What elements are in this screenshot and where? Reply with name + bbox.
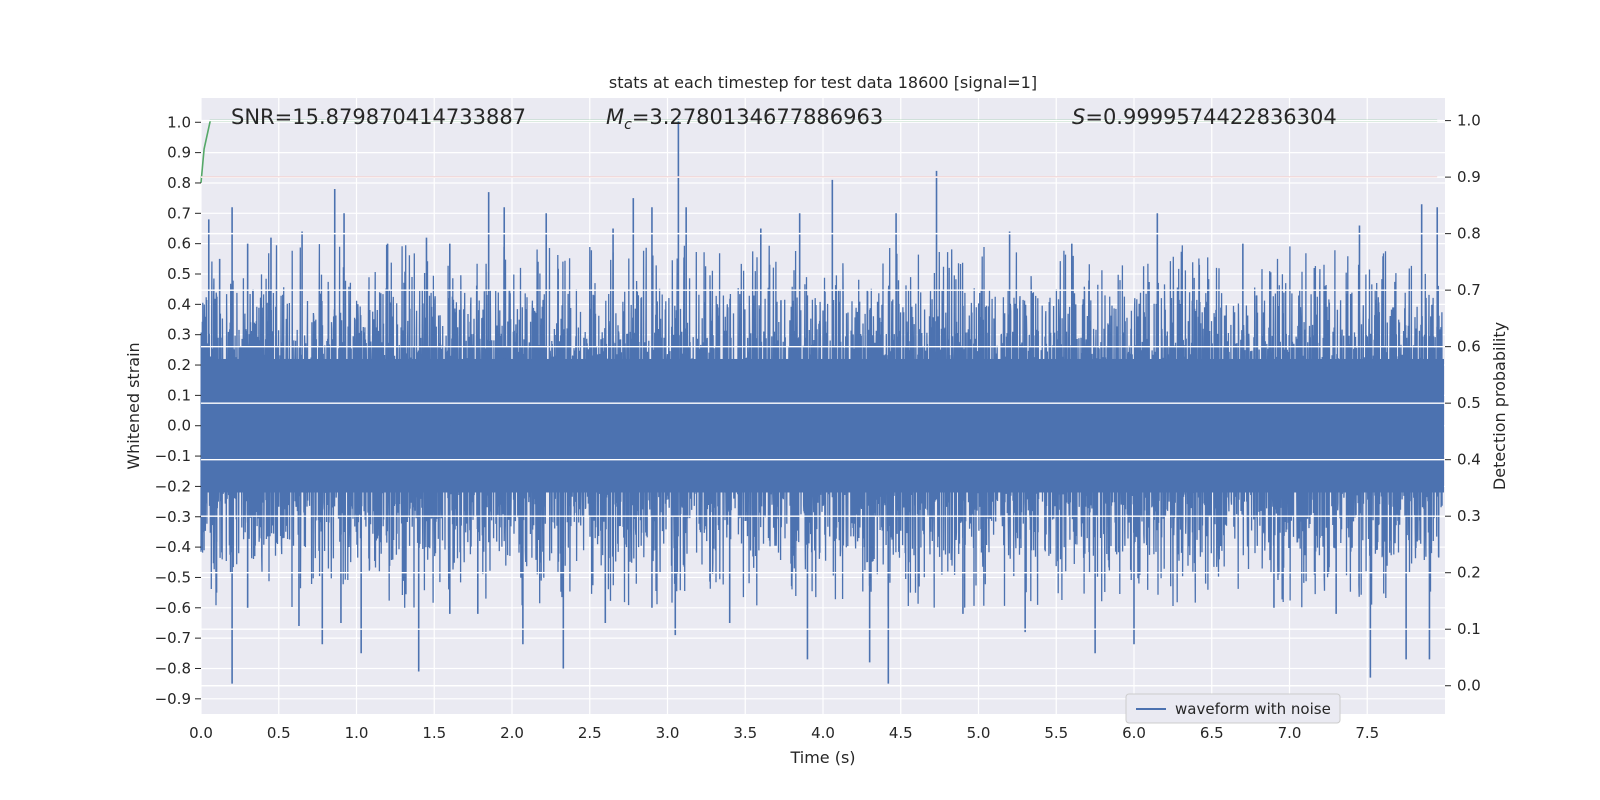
x-tick-label: 6.5 [1200, 724, 1224, 742]
x-tick-label: 2.0 [500, 724, 524, 742]
x-tick-label: 7.5 [1355, 724, 1379, 742]
snr-annotation: SNR=15.879870414733887 [231, 105, 526, 129]
y-tick-label-right: 0.9 [1457, 168, 1481, 186]
y-tick-label-left: 0.5 [167, 265, 191, 283]
x-tick-label: 6.0 [1122, 724, 1146, 742]
y-tick-label-left: 0.9 [167, 144, 191, 162]
legend-label-waveform: waveform with noise [1175, 700, 1331, 718]
y-axis-label-right: Detection probability [1490, 322, 1509, 490]
x-tick-label: 4.5 [889, 724, 913, 742]
x-axis-label: Time (s) [789, 748, 855, 767]
detection-score-symbol: S [1072, 105, 1085, 129]
y-tick-label-left: 1.0 [167, 113, 191, 131]
y-tick-label-left: 0.7 [167, 204, 191, 222]
y-tick-label-left: −0.5 [155, 568, 191, 586]
legend-box [1125, 693, 1341, 724]
x-tick-label: 0.0 [189, 724, 213, 742]
x-tick-label: 5.0 [967, 724, 991, 742]
x-tick-label: 2.5 [578, 724, 602, 742]
y-ticks-right: 1.0 0.9 0.8 0.7 0.6 0.5 0.4 0.3 0.2 0.1 0.0 [1445, 112, 1481, 695]
y-tick-label-left: 0.0 [167, 417, 191, 435]
chirp-mass-value: =3.2780134677886963 [632, 105, 883, 129]
detection-score-annotation: S=0.9999574422836304 [1072, 105, 1337, 129]
y-tick-label-left: −0.3 [155, 508, 191, 526]
chirp-mass-symbol: M [606, 105, 624, 129]
y-tick-label-left: 0.3 [167, 326, 191, 344]
y-tick-label-right: 0.4 [1457, 451, 1481, 469]
x-tick-label: 3.0 [656, 724, 680, 742]
waveform-noise-core [201, 358, 1444, 493]
legend: waveform with noise [1125, 693, 1341, 724]
y-tick-label-right: 0.7 [1457, 281, 1481, 299]
y-tick-label-right: 0.0 [1457, 677, 1481, 695]
x-tick-label: 5.5 [1044, 724, 1068, 742]
y-tick-label-left: 0.1 [167, 386, 191, 404]
x-tick-label: 4.0 [811, 724, 835, 742]
x-tick-label: 1.5 [422, 724, 446, 742]
y-tick-label-left: −0.8 [155, 659, 191, 677]
y-tick-label-left: −0.9 [155, 690, 191, 708]
y-tick-label-left: 0.8 [167, 174, 191, 192]
y-tick-label-left: −0.2 [155, 477, 191, 495]
chirp-mass-subscript: c [624, 117, 632, 133]
x-tick-label: 7.0 [1278, 724, 1302, 742]
y-tick-label-right: 0.5 [1457, 394, 1481, 412]
x-tick-label: 1.0 [345, 724, 369, 742]
y-tick-label-left: 0.6 [167, 235, 191, 253]
x-tick-label: 0.5 [267, 724, 291, 742]
y-tick-label-right: 0.6 [1457, 338, 1481, 356]
y-tick-label-left: −0.7 [155, 629, 191, 647]
x-ticks: 0.0 0.5 1.0 1.5 2.0 2.5 3.0 3.5 4.0 4.5 5.0 5.5 6.0 6… [189, 724, 1379, 742]
chirp-mass-annotation: Mc=3.2780134677886963 [606, 105, 883, 133]
y-tick-label-left: 0.4 [167, 295, 191, 313]
y-tick-label-right: 1.0 [1457, 112, 1481, 130]
y-tick-label-right: 0.3 [1457, 507, 1481, 525]
detection-score-value: =0.9999574422836304 [1085, 105, 1336, 129]
y-tick-label-right: 0.8 [1457, 225, 1481, 243]
y-tick-label-left: −0.4 [155, 538, 191, 556]
x-tick-label: 3.5 [733, 724, 757, 742]
y-tick-label-left: 0.2 [167, 356, 191, 374]
y-ticks-left: 1.0 0.9 0.8 0.7 0.6 0.5 0.4 0.3 0.2 0.1 0.0 −0.1 −0.… [155, 113, 201, 708]
y-tick-label-left: −0.1 [155, 447, 191, 465]
y-tick-label-left: −0.6 [155, 599, 191, 617]
chart-title: stats at each timestep for test data 186… [609, 73, 1037, 92]
y-tick-label-right: 0.2 [1457, 564, 1481, 582]
y-tick-label-right: 0.1 [1457, 620, 1481, 638]
y-axis-label-left: Whitened strain [124, 342, 143, 469]
right-axis-grid [201, 119, 1445, 687]
